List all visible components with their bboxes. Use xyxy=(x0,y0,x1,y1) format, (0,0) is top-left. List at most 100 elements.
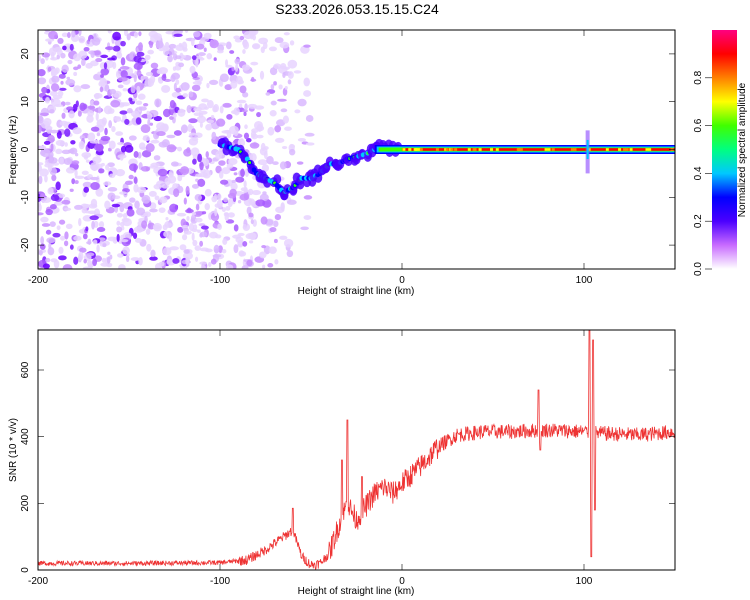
spectrogram-noise-blob xyxy=(91,37,101,46)
spectrogram-noise-blob xyxy=(83,46,90,52)
spectrogram-noise-blob xyxy=(222,102,232,108)
spectrogram-noise-blob xyxy=(199,161,204,171)
spectrogram-noise-blob xyxy=(57,90,64,97)
spectrogram-noise-blob xyxy=(103,181,112,186)
spectrogram-noise-blob xyxy=(64,231,69,240)
spectrogram-noise-blob xyxy=(260,216,268,225)
spectrogram-noise-blob xyxy=(62,45,67,51)
spectrogram-noise-blob xyxy=(70,140,76,145)
spectrogram-noise-blob xyxy=(128,135,137,141)
spectrogram-noise-blob xyxy=(117,141,124,146)
spectrogram-noise-blob xyxy=(206,53,213,60)
spectrogram-noise-blob xyxy=(118,264,126,269)
spectrogram-carrier-segment xyxy=(623,148,627,151)
snr-ytick-label: 600 xyxy=(20,361,31,378)
spectrogram-noise-blob xyxy=(242,240,248,247)
spectrogram-noise-blob xyxy=(120,221,125,227)
spectrogram-noise-blob xyxy=(233,35,240,40)
spectrogram-noise-blob xyxy=(61,64,69,73)
spectrogram-noise-blob xyxy=(226,114,233,120)
spectrogram-noise-blob xyxy=(49,204,57,210)
spectrogram-noise-blob xyxy=(173,33,183,37)
colorbar-label: Normalized spectral amplitude xyxy=(737,82,748,217)
spectrogram-noise-blob xyxy=(158,76,163,81)
spectrogram-noise-blob xyxy=(206,99,214,109)
spectrogram-noise-blob xyxy=(284,126,292,131)
spectrogram-noise-blob xyxy=(233,244,239,254)
spectrogram-noise-blob xyxy=(303,44,311,48)
spectrogram-carrier-segment xyxy=(645,148,649,151)
spectrogram-noise-blob xyxy=(55,139,66,147)
snr-plot-area xyxy=(38,330,675,570)
spectrogram-noise-blob xyxy=(256,112,262,118)
spectrogram-noise-blob xyxy=(131,97,138,102)
spectrogram-noise-blob xyxy=(92,239,98,245)
spectrogram-noise-blob xyxy=(149,122,154,126)
spectrogram-noise-blob xyxy=(158,67,168,75)
spectrogram-noise-blob xyxy=(97,106,102,114)
spectrogram-noise-blob xyxy=(130,85,136,94)
spectrogram-noise-blob xyxy=(239,35,245,41)
spectrogram-ytick-label: -20 xyxy=(20,237,31,252)
spectrogram-noise-blob xyxy=(99,86,104,93)
spectrogram-noise-blob xyxy=(90,50,95,59)
spectrogram-noise-blob xyxy=(56,130,62,139)
spectrogram-noise-blob xyxy=(283,238,294,248)
spectrogram-noise-blob xyxy=(213,193,218,202)
spectrogram-noise-blob xyxy=(129,197,136,203)
spectrogram-xtick-label: -100 xyxy=(210,275,230,286)
spectrogram-carrier-segment xyxy=(605,148,609,151)
spectrogram-noise-blob xyxy=(262,198,272,208)
spectrogram-noise-blob xyxy=(219,170,224,179)
spectrogram-noise-blob xyxy=(78,140,85,150)
spectrogram-noise-blob xyxy=(47,134,55,144)
spectrogram-noise-blob xyxy=(195,203,200,211)
spectrogram-noise-blob xyxy=(116,220,121,226)
spectrogram-noise-blob xyxy=(191,211,196,216)
spectrogram-noise-blob xyxy=(100,135,111,142)
spectrogram-noise-blob xyxy=(217,223,222,231)
spectrogram-noise-blob xyxy=(45,208,53,216)
spectrogram-noise-blob xyxy=(229,74,239,83)
spectrogram-noise-blob xyxy=(219,73,229,83)
spectrogram-noise-blob xyxy=(45,96,50,104)
spectrogram-carrier-segment xyxy=(629,148,633,151)
spectrogram-noise-blob xyxy=(153,115,163,122)
spectrogram-noise-blob xyxy=(38,175,43,185)
spectrogram-noise-blob xyxy=(149,202,157,210)
spectrogram-noise-blob xyxy=(71,160,80,165)
spectrogram-noise-blob xyxy=(88,203,98,209)
spectrogram-noise-blob xyxy=(150,62,159,69)
spectrogram-noise-blob xyxy=(45,257,51,263)
spectrogram-noise-blob xyxy=(44,38,55,42)
spectrogram-noise-blob xyxy=(170,74,176,83)
spectrogram-noise-blob xyxy=(141,150,152,158)
spectrogram-noise-blob xyxy=(200,264,206,269)
spectrogram-noise-blob xyxy=(133,62,143,70)
snr-xtick-label: 100 xyxy=(576,576,593,587)
spectrogram-noise-blob xyxy=(38,203,42,212)
spectrogram-noise-blob xyxy=(111,125,116,133)
colorbar-tick-label: 0.2 xyxy=(693,214,704,228)
spectrogram-noise-blob xyxy=(205,123,213,131)
spectrogram-noise-blob xyxy=(143,135,147,140)
spectrogram-noise-blob xyxy=(40,216,49,223)
spectrogram-noise-blob xyxy=(49,221,56,227)
spectrogram-noise-blob xyxy=(43,140,51,145)
spectrogram-curve-core xyxy=(244,156,250,162)
spectrogram-xtick-label: 100 xyxy=(576,275,593,286)
spectrogram-noise-blob xyxy=(204,188,212,197)
spectrogram-noise-blob xyxy=(249,232,256,241)
spectrogram-noise-blob xyxy=(234,58,241,65)
spectrogram-noise-blob xyxy=(120,145,127,153)
spectrogram-noise-blob xyxy=(158,207,166,214)
spectrogram-noise-blob xyxy=(119,205,125,213)
spectrogram-noise-blob xyxy=(115,169,126,177)
spectrogram-ytick-label: 0 xyxy=(20,146,31,152)
spectrogram-noise-blob xyxy=(107,57,116,61)
spectrogram-noise-blob xyxy=(115,131,124,136)
spectrogram-noise-blob xyxy=(126,208,135,217)
spectrogram-noise-blob xyxy=(281,145,288,150)
spectrogram-noise-blob xyxy=(256,134,264,139)
spectrogram-noise-blob xyxy=(87,264,94,268)
